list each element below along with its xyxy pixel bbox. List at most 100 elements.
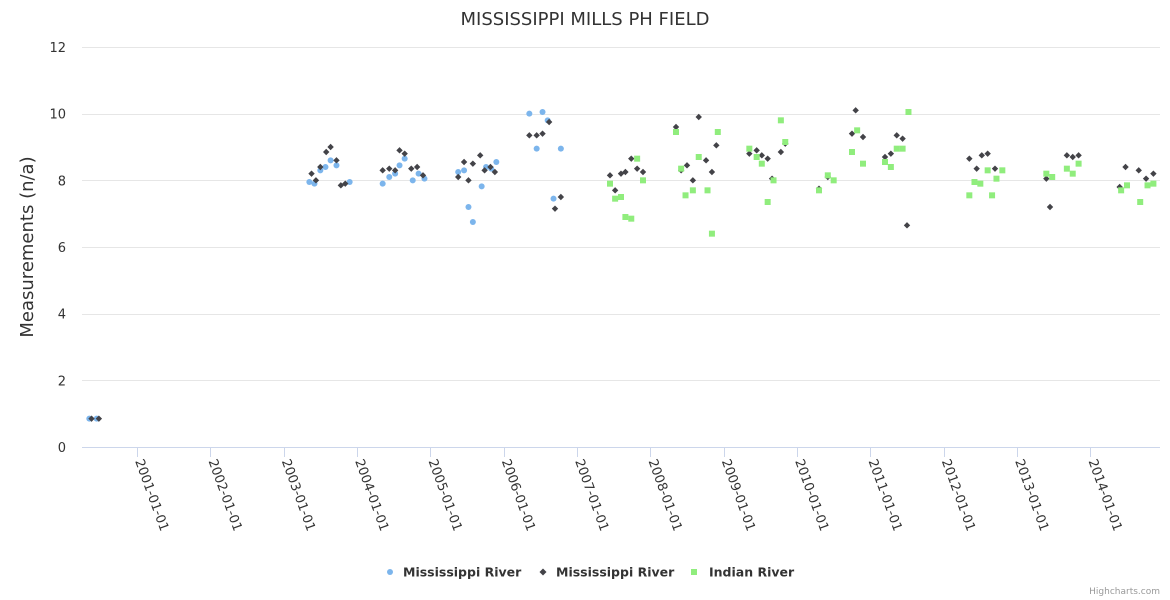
data-point-diamond[interactable] <box>317 163 324 171</box>
data-point-square[interactable] <box>708 230 715 237</box>
data-point-diamond[interactable] <box>419 172 427 179</box>
data-point-square[interactable] <box>830 177 837 184</box>
data-point-diamond[interactable] <box>379 167 386 174</box>
data-point-circle[interactable] <box>317 167 324 174</box>
data-point-diamond[interactable] <box>753 147 760 154</box>
data-point-square[interactable] <box>854 127 861 134</box>
data-point-circle[interactable] <box>493 159 500 165</box>
data-point-circle[interactable] <box>526 110 533 117</box>
data-point-diamond[interactable] <box>455 173 462 181</box>
data-point-circle[interactable] <box>386 174 393 180</box>
data-point-square[interactable] <box>777 117 784 124</box>
data-point-square[interactable] <box>977 180 984 187</box>
data-point-diamond[interactable] <box>848 130 856 137</box>
data-point-square[interactable] <box>905 109 912 115</box>
data-point-square[interactable] <box>714 129 721 135</box>
data-point-square[interactable] <box>689 187 696 194</box>
credits-link[interactable]: Highcharts.com <box>1089 587 1160 597</box>
data-point-square[interactable] <box>770 177 777 184</box>
data-point-circle[interactable] <box>322 164 329 170</box>
data-point-diamond[interactable] <box>477 152 484 159</box>
data-point-square[interactable] <box>634 155 641 162</box>
data-point-square[interactable] <box>989 192 996 199</box>
data-point-diamond[interactable] <box>672 123 680 131</box>
data-point-diamond[interactable] <box>487 163 494 171</box>
data-point-diamond[interactable] <box>611 187 619 194</box>
data-point-square[interactable] <box>999 167 1006 174</box>
data-point-circle[interactable] <box>306 179 313 185</box>
data-point-square[interactable] <box>966 192 973 199</box>
data-point-diamond[interactable] <box>758 152 765 159</box>
data-point-square[interactable] <box>704 187 711 194</box>
data-point-square[interactable] <box>1118 187 1125 194</box>
data-point-diamond[interactable] <box>327 143 334 151</box>
data-point-diamond[interactable] <box>1046 203 1054 211</box>
data-point-circle[interactable] <box>379 180 386 187</box>
data-point-diamond[interactable] <box>469 160 477 167</box>
data-point-diamond[interactable] <box>391 167 399 174</box>
data-point-square[interactable] <box>753 154 760 160</box>
data-point-diamond[interactable] <box>695 113 702 121</box>
data-point-square[interactable] <box>673 129 679 135</box>
data-point-diamond[interactable] <box>746 150 753 157</box>
data-point-circle[interactable] <box>465 204 472 210</box>
data-point-diamond[interactable] <box>491 168 499 176</box>
data-point-diamond[interactable] <box>893 132 900 139</box>
data-point-square[interactable] <box>678 165 685 172</box>
data-point-square[interactable] <box>1063 165 1070 172</box>
data-point-diamond[interactable] <box>622 168 629 176</box>
data-point-diamond[interactable] <box>606 172 614 179</box>
data-point-square[interactable] <box>860 160 866 167</box>
data-point-diamond[interactable] <box>903 222 911 229</box>
data-point-diamond[interactable] <box>966 155 973 162</box>
data-point-circle[interactable] <box>455 169 462 175</box>
data-point-diamond[interactable] <box>973 165 980 172</box>
data-point-diamond[interactable] <box>333 157 340 164</box>
data-point-square[interactable] <box>993 175 1000 182</box>
data-point-diamond[interactable] <box>312 177 320 184</box>
data-point-square[interactable] <box>1137 199 1144 205</box>
data-point-diamond[interactable] <box>689 177 697 184</box>
data-point-square[interactable] <box>1150 180 1157 187</box>
data-point-diamond[interactable] <box>408 165 415 172</box>
data-point-diamond[interactable] <box>460 158 468 166</box>
data-point-square[interactable] <box>899 145 906 152</box>
data-point-square[interactable] <box>849 149 855 155</box>
data-point-circle[interactable] <box>550 195 557 202</box>
data-point-diamond[interactable] <box>899 135 906 142</box>
data-point-diamond[interactable] <box>1116 183 1123 191</box>
data-point-circle[interactable] <box>469 219 476 225</box>
data-point-diamond[interactable] <box>308 170 315 177</box>
data-point-square[interactable] <box>824 172 831 179</box>
data-point-square[interactable] <box>1124 182 1130 189</box>
data-point-square[interactable] <box>628 215 635 222</box>
data-point-circle[interactable] <box>478 183 485 190</box>
data-point-square[interactable] <box>887 164 894 170</box>
data-point-diamond[interactable] <box>323 148 330 156</box>
data-point-diamond[interactable] <box>557 193 565 201</box>
data-point-square[interactable] <box>816 187 822 194</box>
data-point-square[interactable] <box>782 139 789 145</box>
data-point-square[interactable] <box>1075 160 1082 167</box>
data-point-diamond[interactable] <box>639 168 647 176</box>
data-point-diamond[interactable] <box>551 205 559 212</box>
data-point-square[interactable] <box>764 199 771 205</box>
data-point-diamond[interactable] <box>533 132 540 139</box>
data-point-square[interactable] <box>971 179 978 185</box>
data-point-square[interactable] <box>1144 182 1151 189</box>
data-point-circle[interactable] <box>539 109 546 115</box>
data-point-circle[interactable] <box>392 170 399 177</box>
data-point-diamond[interactable] <box>526 132 533 139</box>
data-point-square[interactable] <box>746 145 753 152</box>
data-point-diamond[interactable] <box>1142 175 1150 182</box>
data-point-diamond[interactable] <box>1043 175 1050 182</box>
data-point-circle[interactable] <box>409 177 416 184</box>
data-point-diamond[interactable] <box>413 163 421 171</box>
data-point-diamond[interactable] <box>777 148 785 156</box>
data-point-square[interactable] <box>607 180 613 187</box>
data-point-diamond[interactable] <box>401 150 408 157</box>
data-point-square[interactable] <box>893 145 900 152</box>
data-point-square[interactable] <box>640 177 646 184</box>
data-point-square[interactable] <box>682 192 689 199</box>
data-point-square[interactable] <box>612 195 619 202</box>
